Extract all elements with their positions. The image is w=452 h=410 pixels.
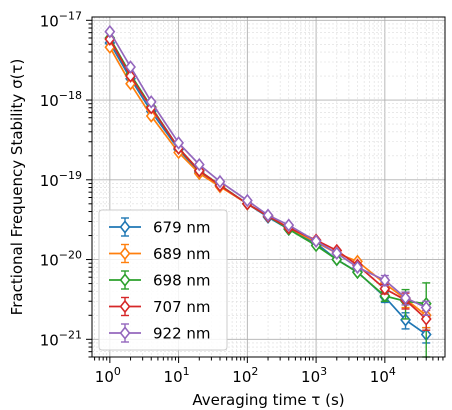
data-point [400, 291, 411, 305]
x-tick-label: 104 [370, 365, 396, 386]
x-tick-label: 102 [232, 365, 258, 386]
y-axis-label: Fractional Frequency Stability σ(τ) [8, 59, 26, 316]
axis-ticks [86, 19, 444, 363]
data-point [420, 300, 432, 315]
x-tick-labels: 100 101 102 103 104 [95, 365, 396, 386]
legend-box [98, 209, 228, 351]
legend-label: 922 nm [153, 325, 211, 343]
y-tick-label: 10−17 [40, 9, 82, 30]
series-4 [104, 24, 432, 316]
legend-entry: 922 nm [109, 323, 211, 343]
data-point [400, 313, 411, 327]
data-point [283, 218, 295, 232]
data-point [214, 174, 226, 189]
data-point [420, 312, 432, 326]
legend-entry: 689 nm [109, 243, 211, 264]
legend-label: 707 nm [153, 298, 211, 316]
y-tick-label: 10−19 [40, 169, 82, 190]
y-tick-label: 10−20 [40, 249, 82, 270]
data-point [193, 157, 205, 172]
legend-label: 679 nm [153, 219, 211, 237]
x-tick-label: 101 [164, 365, 190, 386]
data-point [352, 260, 363, 275]
legend-label: 698 nm [153, 272, 211, 290]
legend-entry: 679 nm [109, 217, 211, 237]
legend-marker [119, 299, 131, 314]
data-point [125, 60, 136, 74]
legend-label: 689 nm [153, 245, 211, 263]
x-tick-label: 100 [95, 365, 121, 386]
data-point [125, 69, 136, 83]
data-point [145, 109, 157, 123]
data-point [310, 234, 322, 248]
y-tick-labels: 10−21 10−20 10−19 10−18 10−17 [40, 9, 82, 349]
data-point [104, 24, 116, 39]
y-tick-label: 10−18 [40, 89, 82, 110]
legend-entry: 698 nm [109, 270, 211, 290]
legend-marker [119, 326, 131, 340]
data-point [379, 273, 391, 288]
legend: 679 nm 689 nm 698 nm 707 nm 922 nm [98, 209, 228, 351]
legend-marker [119, 273, 131, 287]
data-point [262, 208, 274, 222]
series-layer [104, 24, 432, 358]
data-point [173, 136, 185, 150]
legend-marker [119, 220, 131, 234]
x-tick-label: 103 [301, 365, 327, 386]
data-point [331, 246, 343, 261]
legend-entry: 707 nm [109, 296, 211, 317]
data-point [241, 193, 253, 208]
data-point [145, 95, 157, 109]
y-tick-label: 10−21 [40, 328, 82, 349]
legend-marker [119, 246, 131, 261]
x-axis-label: Averaging time τ (s) [192, 391, 344, 409]
